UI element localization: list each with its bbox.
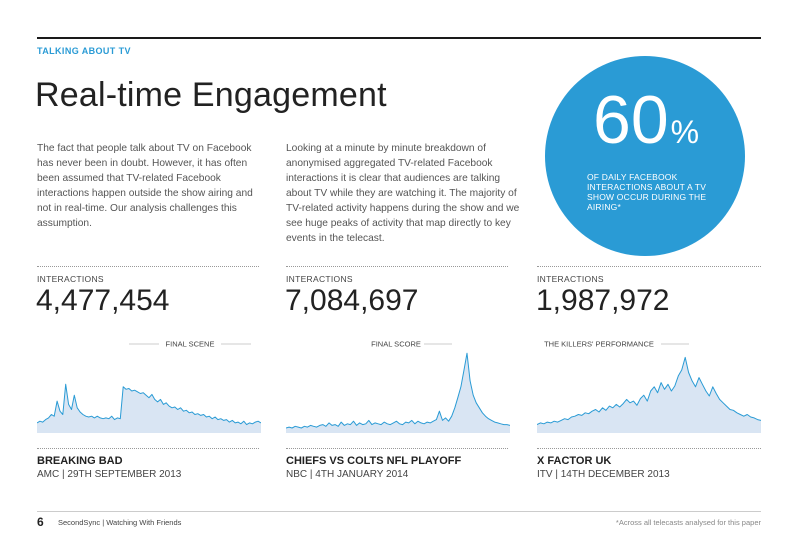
annotation-label: FINAL SCORE xyxy=(371,340,421,349)
chart-area xyxy=(537,357,761,433)
stat-circle: 60% OF DAILY FACEBOOK INTERACTIONS ABOUT… xyxy=(545,56,745,256)
interactions-value: 4,477,454 xyxy=(36,284,170,317)
show-meta: AMC | 29TH SEPTEMBER 2013 xyxy=(37,469,182,480)
footer-publication: SecondSync | Watching With Friends xyxy=(58,518,182,527)
footer-note: *Across all telecasts analysed for this … xyxy=(615,518,761,527)
chart-line xyxy=(37,383,261,426)
chart-area xyxy=(37,384,261,433)
show-rule xyxy=(37,448,259,449)
engagement-chart-breaking-bad: FINAL SCENE xyxy=(37,340,261,433)
annotation-label: FINAL SCENE xyxy=(166,340,215,349)
top-rule xyxy=(37,37,761,39)
intro-paragraph-1: The fact that people talk about TV on Fa… xyxy=(37,143,253,229)
show-rule xyxy=(537,448,761,449)
column-rule xyxy=(286,266,508,267)
engagement-chart-nfl-playoff: FINAL SCORE xyxy=(286,340,510,433)
stat-value: 60% xyxy=(593,80,699,172)
interactions-value: 1,987,972 xyxy=(536,284,670,317)
stat-description: OF DAILY FACEBOOK INTERACTIONS ABOUT A T… xyxy=(587,172,707,212)
show-name: X FACTOR UK xyxy=(537,455,612,467)
footer-rule xyxy=(37,511,761,512)
show-name: BREAKING BAD xyxy=(37,455,123,467)
chart-line xyxy=(286,352,510,429)
chart-area xyxy=(286,353,510,433)
interactions-value: 7,084,697 xyxy=(285,284,419,317)
stat-number: 60 xyxy=(593,82,669,158)
chart-line xyxy=(537,356,761,426)
intro-paragraph-2: Looking at a minute by minute breakdown … xyxy=(286,143,520,244)
section-label: TALKING ABOUT TV xyxy=(37,46,131,56)
engagement-chart-x-factor: THE KILLERS' PERFORMANCE xyxy=(537,340,761,433)
show-rule xyxy=(286,448,508,449)
page-title: Real-time Engagement xyxy=(35,76,387,114)
annotation-label: THE KILLERS' PERFORMANCE xyxy=(544,340,654,349)
show-meta: ITV | 14TH DECEMBER 2013 xyxy=(537,469,670,480)
show-name: CHIEFS VS COLTS NFL PLAYOFF xyxy=(286,455,462,467)
interactions-label: INTERACTIONS xyxy=(37,274,104,284)
page-number: 6 xyxy=(37,515,44,529)
column-rule xyxy=(537,266,761,267)
interactions-label: INTERACTIONS xyxy=(286,274,353,284)
interactions-label: INTERACTIONS xyxy=(537,274,604,284)
column-rule xyxy=(37,266,259,267)
stat-unit: % xyxy=(670,114,700,150)
show-meta: NBC | 4TH JANUARY 2014 xyxy=(286,469,409,480)
